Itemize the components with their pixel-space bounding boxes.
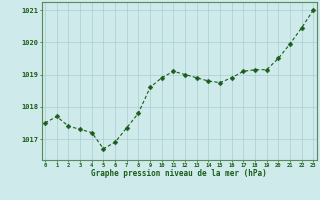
X-axis label: Graphe pression niveau de la mer (hPa): Graphe pression niveau de la mer (hPa) bbox=[91, 169, 267, 178]
